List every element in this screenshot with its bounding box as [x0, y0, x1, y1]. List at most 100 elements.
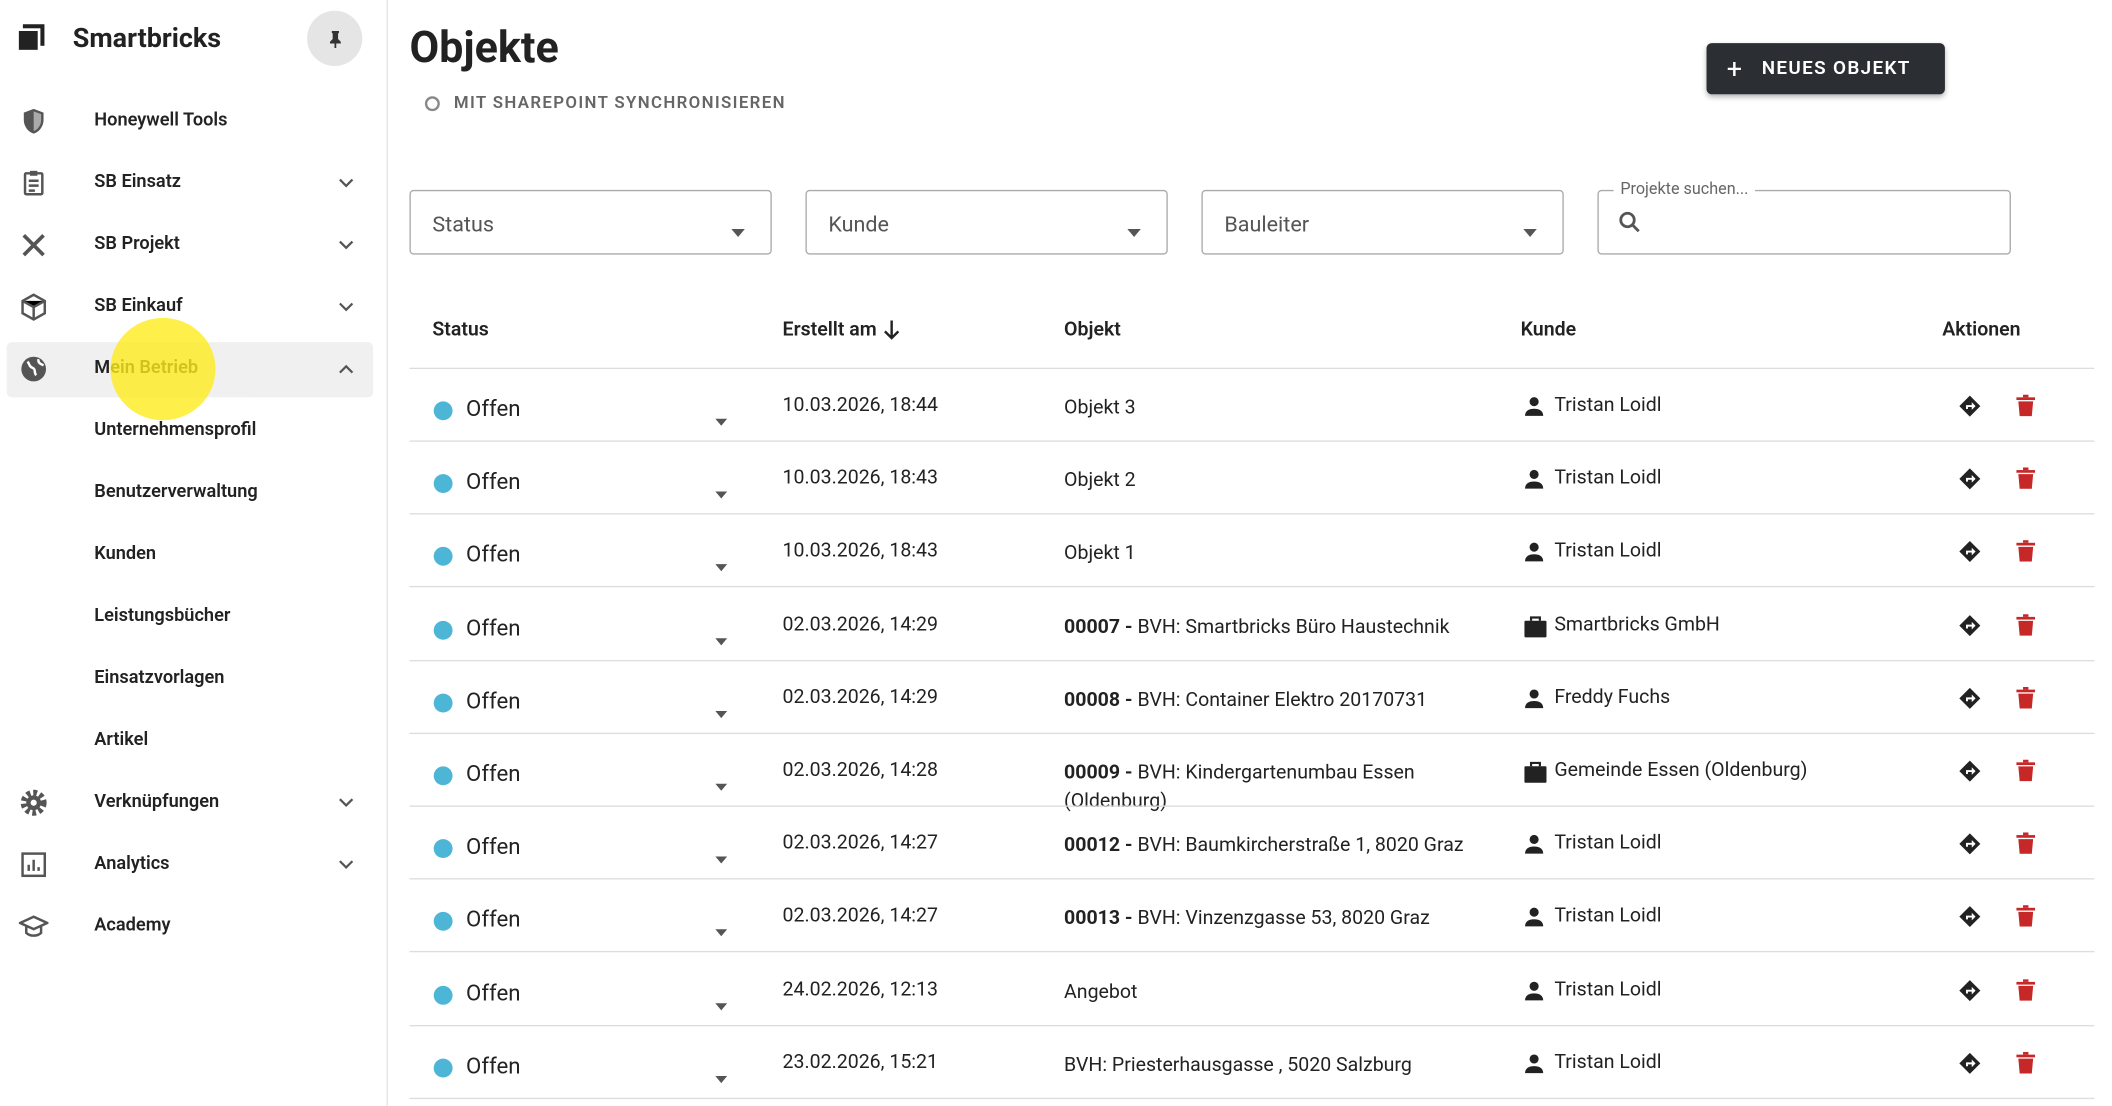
delete-button[interactable] [2016, 686, 2036, 714]
customer-name: Tristan Loidl [1554, 393, 1662, 417]
object-code: 00007 - [1064, 614, 1133, 638]
status-arrow [714, 480, 729, 506]
plus-icon: + [1726, 52, 1743, 85]
created-date: 02.03.2026, 14:28 [782, 758, 938, 782]
navigate-button[interactable] [1958, 833, 1981, 861]
button-label: NEUES OBJEKT [1761, 57, 1911, 80]
status-select[interactable]: Offen [466, 470, 521, 496]
sync-button[interactable]: MIT SHAREPOINT SYNCHRONISIEREN [453, 92, 786, 114]
sub-nav-item[interactable]: Einsatzvorlagen [94, 666, 225, 689]
delete-button[interactable] [2016, 978, 2036, 1006]
object-title: BVH: Vinzenzgasse 53, 8020 Graz [1137, 906, 1430, 930]
status-dot [433, 1058, 453, 1078]
customer-name: Freddy Fuchs [1554, 685, 1671, 709]
customer-name: Tristan Loidl [1554, 466, 1662, 490]
pin-button[interactable] [307, 10, 363, 66]
sub-nav-item[interactable]: Unternehmensprofil [94, 418, 257, 441]
object-name[interactable]: Objekt 1 [1064, 539, 1482, 567]
column-header: Status [432, 317, 489, 341]
navigate-button[interactable] [1958, 541, 1981, 569]
customer-icon [1522, 833, 1546, 863]
customer-icon [1522, 614, 1549, 644]
status-select[interactable]: Offen [466, 689, 521, 715]
customer-icon [1522, 906, 1546, 936]
status-select[interactable]: Offen [466, 397, 521, 423]
sub-nav-item[interactable]: Leistungsbücher [94, 604, 231, 627]
nav-label: Verknüpfungen [94, 790, 220, 813]
navigate-button[interactable] [1958, 395, 1981, 423]
navigate-button[interactable] [1958, 687, 1981, 715]
nav-item[interactable] [0, 156, 377, 211]
created-date: 23.02.2026, 15:21 [782, 1050, 938, 1074]
object-code: 00013 - [1064, 906, 1133, 930]
object-title: BVH: Baumkircherstraße 1, 8020 Graz [1137, 833, 1464, 857]
delete-button[interactable] [2016, 540, 2036, 568]
status-arrow [714, 845, 729, 871]
object-name[interactable]: Angebot [1064, 977, 1482, 1005]
object-name[interactable]: 00012 - BVH: Baumkircherstraße 1, 8020 G… [1064, 831, 1482, 859]
sub-nav-item[interactable]: Kunden [94, 542, 157, 565]
search-field[interactable] [1597, 189, 2011, 255]
delete-button[interactable] [2016, 613, 2036, 641]
created-date: 02.03.2026, 14:29 [782, 612, 938, 636]
navigate-button[interactable] [1958, 760, 1981, 788]
status-arrow [714, 918, 729, 944]
nav-item[interactable] [0, 218, 377, 273]
delete-button[interactable] [2016, 905, 2036, 933]
object-title: Objekt 1 [1064, 541, 1136, 565]
filter-select[interactable]: Bauleiter [1201, 189, 1564, 255]
chevron [335, 358, 357, 385]
nav-icon [17, 912, 51, 947]
object-name[interactable]: 00008 - BVH: Container Elektro 20170731 [1064, 685, 1482, 713]
status-arrow [714, 407, 729, 433]
status-select[interactable]: Offen [466, 908, 521, 934]
status-select[interactable]: Offen [466, 1054, 521, 1080]
created-date: 02.03.2026, 14:29 [782, 685, 938, 709]
sub-nav-item[interactable]: Artikel [94, 728, 149, 751]
status-select[interactable]: Offen [466, 616, 521, 642]
created-date: 10.03.2026, 18:44 [782, 393, 938, 417]
customer-name: Tristan Loidl [1554, 831, 1662, 855]
object-name[interactable]: 00013 - BVH: Vinzenzgasse 53, 8020 Graz [1064, 904, 1482, 932]
navigate-button[interactable] [1958, 979, 1981, 1007]
filter-select[interactable]: Status [409, 189, 772, 255]
row-divider [409, 1024, 2095, 1026]
delete-button[interactable] [2016, 467, 2036, 495]
status-select[interactable]: Offen [466, 835, 521, 861]
sub-nav-item[interactable]: Benutzerverwaltung [94, 480, 258, 503]
status-dot [433, 693, 453, 713]
dropdown-arrow [730, 218, 746, 244]
filter-select[interactable]: Kunde [805, 189, 1168, 255]
row-divider [409, 586, 2095, 588]
nav-item[interactable] [0, 838, 377, 893]
delete-button[interactable] [2016, 1051, 2036, 1079]
delete-button[interactable] [2016, 394, 2036, 422]
delete-button[interactable] [2016, 832, 2036, 860]
object-name[interactable]: Objekt 3 [1064, 393, 1482, 421]
status-select[interactable]: Offen [466, 543, 521, 569]
status-dot [433, 547, 453, 567]
created-date: 24.02.2026, 12:13 [782, 977, 938, 1001]
column-header: Kunde [1520, 317, 1577, 341]
object-name[interactable]: 00007 - BVH: Smartbricks Büro Haustechni… [1064, 612, 1482, 640]
new-object-button[interactable]: + NEUES OBJEKT [1706, 43, 1945, 95]
nav-icon [19, 168, 49, 203]
status-select[interactable]: Offen [466, 981, 521, 1007]
navigate-button[interactable] [1958, 468, 1981, 496]
status-select[interactable]: Offen [466, 762, 521, 788]
status-dot [433, 474, 453, 494]
object-title: BVH: Priesterhausgasse , 5020 Salzburg [1064, 1053, 1412, 1076]
created-date: 02.03.2026, 14:27 [782, 831, 938, 855]
object-name[interactable]: Objekt 2 [1064, 466, 1482, 494]
object-name[interactable]: BVH: Priesterhausgasse , 5020 Salzburg [1064, 1050, 1482, 1078]
customer-name: Tristan Loidl [1554, 539, 1662, 563]
column-header: Objekt [1064, 317, 1121, 341]
column-header[interactable]: Erstellt am [782, 317, 877, 341]
customer-icon [1522, 1052, 1546, 1082]
navigate-button[interactable] [1958, 906, 1981, 934]
navigate-button[interactable] [1958, 614, 1981, 642]
nav-item[interactable] [0, 900, 377, 955]
navigate-button[interactable] [1958, 1052, 1981, 1080]
delete-button[interactable] [2016, 759, 2036, 787]
